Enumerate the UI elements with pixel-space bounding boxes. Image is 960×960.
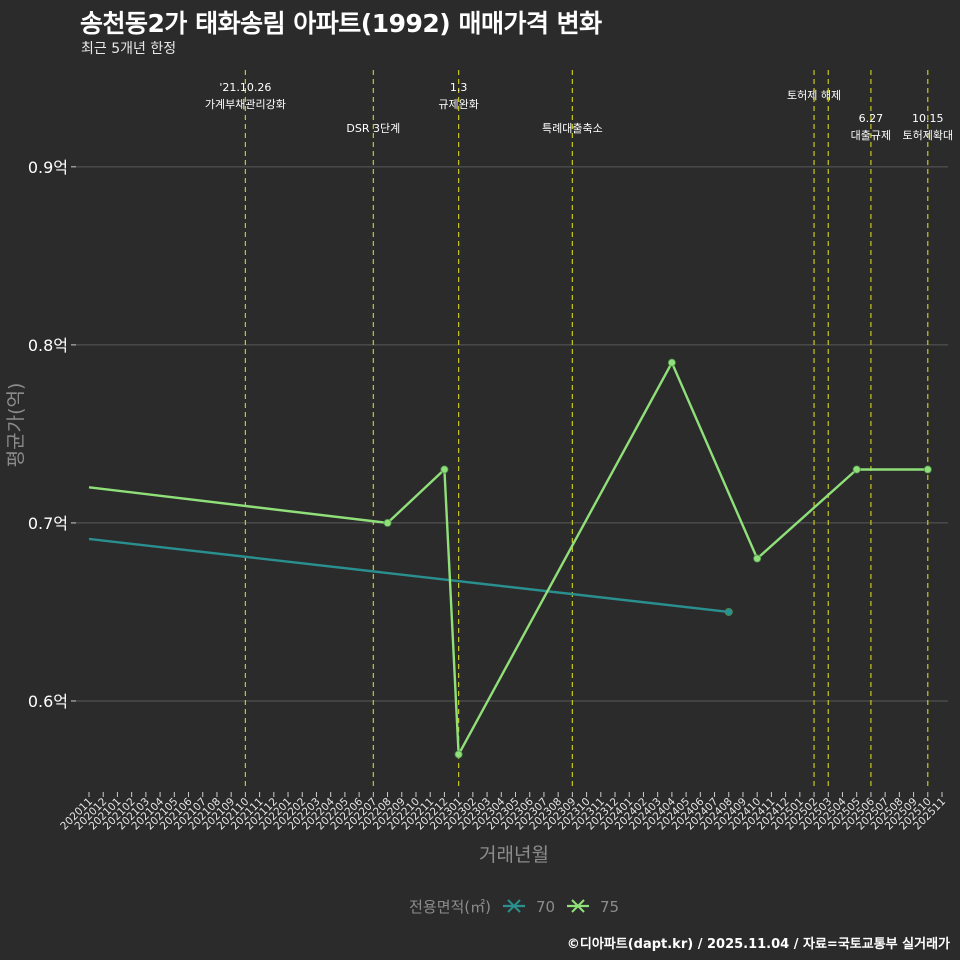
event-label: 대출규제 — [851, 129, 891, 142]
legend-label-70: 70 — [536, 898, 555, 916]
data-point-75 — [923, 465, 932, 474]
y-axis-title: 평균가(억) — [5, 383, 27, 468]
event-label: 토허제확대 — [902, 129, 953, 142]
event-label: 특례대출축소 — [542, 122, 603, 135]
gridlines — [76, 166, 948, 702]
source-caption: ©디아파트(dapt.kr) / 2025.11.04 / 자료=국토교통부 실… — [566, 937, 950, 952]
legend: 전용면적(㎡) 70 75 — [409, 898, 619, 916]
event-label: '21.10.26 — [219, 81, 271, 94]
series-line-75 — [88, 361, 928, 756]
y-tick-label: 0.6억 — [28, 692, 68, 711]
x-axis-title: 거래년월 — [479, 844, 549, 866]
legend-label-75: 75 — [600, 898, 619, 916]
chart-title: 송천동2가 태화송림 아파트(1992) 매매가격 변화 — [80, 9, 602, 38]
data-point-75 — [440, 465, 449, 474]
x-axis: 2020112020122021012021022021032021042021… — [58, 792, 948, 866]
y-tick-label: 0.9억 — [28, 158, 68, 177]
y-tick-label: 0.8억 — [28, 336, 68, 355]
data-point-75 — [852, 465, 861, 474]
data-point-75 — [454, 750, 463, 759]
series-line-70 — [88, 537, 729, 614]
legend-swatch-mark-75 — [571, 899, 585, 913]
event-label: DSR 3단계 — [346, 122, 400, 135]
legend-title: 전용면적(㎡) — [409, 898, 491, 916]
y-tick-label: 0.7억 — [28, 514, 68, 533]
event-label: 가계부채관리강화 — [205, 98, 286, 111]
data-point-75 — [753, 554, 762, 563]
event-label: 6.27 — [859, 112, 884, 125]
data-point-70 — [724, 607, 733, 616]
data-point-75 — [383, 518, 392, 527]
data-point-75 — [667, 358, 676, 367]
series-lines — [88, 358, 932, 759]
legend-swatch-mark-70 — [507, 899, 521, 913]
event-label: 10.15 — [912, 112, 944, 125]
event-label: 규제완화 — [438, 98, 478, 111]
event-label: 토허제 해제 — [787, 88, 841, 102]
chart-subtitle: 최근 5개년 한정 — [81, 41, 177, 57]
event-label: 1.3 — [450, 81, 468, 94]
